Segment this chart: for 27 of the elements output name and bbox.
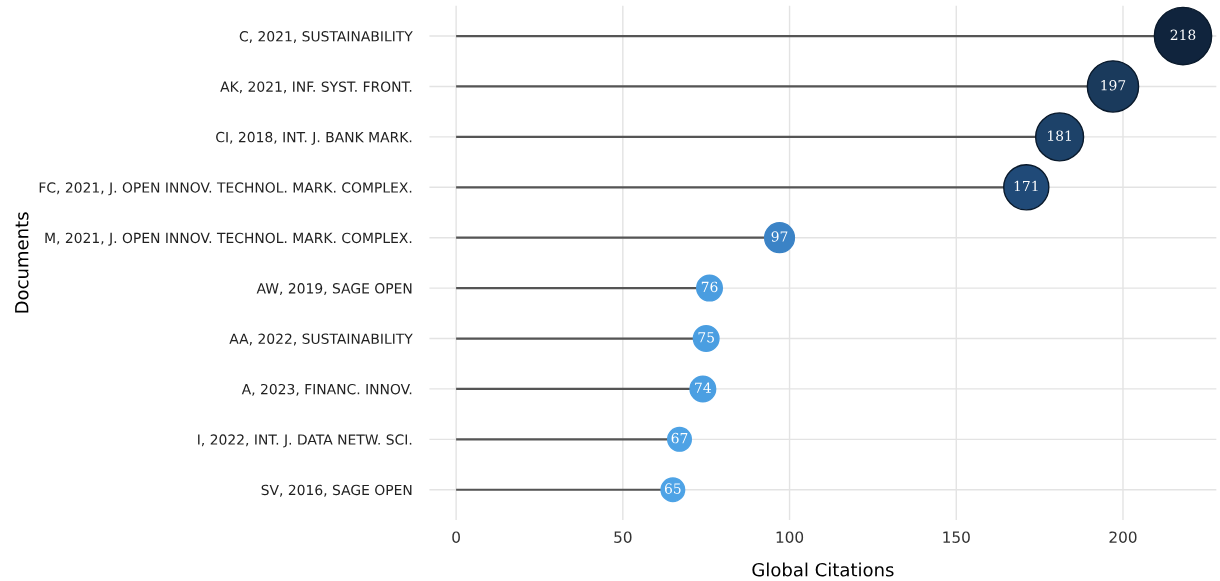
data-label: 181 xyxy=(1048,130,1071,141)
x-tick-label: 150 xyxy=(943,531,970,543)
y-tick-label: CI, 2018, INT. J. BANK MARK. xyxy=(216,131,412,145)
y-tick-label: SV, 2016, SAGE OPEN xyxy=(261,484,412,497)
x-tick-label: 100 xyxy=(776,531,804,543)
data-label: 76 xyxy=(701,281,718,293)
data-label: 74 xyxy=(695,382,711,393)
x-tick-label: 200 xyxy=(1109,531,1137,543)
y-tick-label: M, 2021, J. OPEN INNOV. TECHNOL. MARK. COMPLEX. xyxy=(45,232,412,246)
y-tick-label: AA, 2022, SUSTAINABILITY xyxy=(229,333,413,346)
data-label: 218 xyxy=(1170,29,1196,41)
y-axis-title: Documents xyxy=(15,212,29,313)
y-tick-label: AK, 2021, INF. SYST. FRONT. xyxy=(220,81,412,94)
data-label: 67 xyxy=(671,432,688,444)
x-axis-title: Global Citations xyxy=(752,562,894,577)
data-label: 171 xyxy=(1014,180,1038,192)
data-label: 75 xyxy=(698,332,714,343)
y-tick-label: I, 2022, INT. J. DATA NETW. SCI. xyxy=(198,434,412,448)
y-tick-label: C, 2021, SUSTAINABILITY xyxy=(239,31,413,43)
data-label: 97 xyxy=(771,231,788,242)
data-label: 65 xyxy=(664,483,681,494)
x-tick-label: 0 xyxy=(452,531,460,543)
x-tick-label: 50 xyxy=(614,531,632,543)
y-tick-label: AW, 2019, SAGE OPEN xyxy=(256,283,412,295)
y-tick-label: A, 2023, FINANC. INNOV. xyxy=(241,383,412,396)
data-label: 197 xyxy=(1101,79,1126,91)
y-tick-label: FC, 2021, J. OPEN INNOV. TECHNOL. MARK. COMPLEX. xyxy=(39,182,412,196)
